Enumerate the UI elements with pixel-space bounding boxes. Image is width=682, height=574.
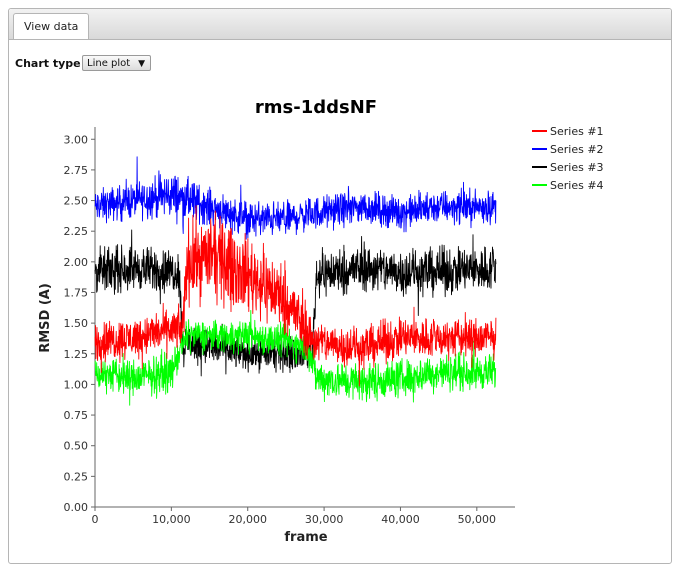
y-tick-label: 2.75 <box>64 164 89 177</box>
x-tick-label: 30,000 <box>305 513 344 526</box>
series-line-2 <box>94 156 497 240</box>
y-tick-label: 2.00 <box>64 256 89 269</box>
chart-title: rms-1ddsNF <box>255 97 377 118</box>
chart-type-value: Line plot <box>87 58 131 69</box>
x-tick-label: 40,000 <box>381 513 420 526</box>
series-line-3 <box>94 229 497 377</box>
legend-label-2: Series #2 <box>550 143 604 156</box>
y-axis-label: RMSD (A) <box>38 283 53 353</box>
y-tick-label: 2.25 <box>64 225 89 238</box>
tab-view-data[interactable]: View data <box>13 13 90 39</box>
legend-label-1: Series #1 <box>550 125 604 138</box>
y-tick-label: 0.75 <box>64 409 89 422</box>
chevron-down-icon: ▼ <box>138 59 145 69</box>
tab-bar: View data <box>9 9 671 40</box>
y-tick-label: 3.00 <box>64 133 89 146</box>
y-tick-label: 2.50 <box>64 195 89 208</box>
y-tick-label: 1.75 <box>64 286 89 299</box>
x-tick-label: 0 <box>92 513 99 526</box>
y-tick-label: 1.50 <box>64 317 89 330</box>
y-tick-label: 0.25 <box>64 470 89 483</box>
legend-label-3: Series #3 <box>550 161 604 174</box>
x-tick-label: 20,000 <box>228 513 267 526</box>
series-line-1 <box>94 205 497 387</box>
y-tick-label: 1.00 <box>64 378 89 391</box>
y-tick-label: 0.00 <box>64 501 89 514</box>
x-tick-label: 50,000 <box>458 513 497 526</box>
series-line-4 <box>94 310 497 406</box>
chart-type-label: Chart type <box>15 57 81 70</box>
legend-label-4: Series #4 <box>550 179 604 192</box>
y-tick-label: 0.50 <box>64 440 89 453</box>
x-tick-label: 10,000 <box>152 513 191 526</box>
x-axis-label: frame <box>284 530 327 545</box>
chart-type-select[interactable]: Line plot ▼ <box>82 55 151 71</box>
y-tick-label: 1.25 <box>64 348 89 361</box>
